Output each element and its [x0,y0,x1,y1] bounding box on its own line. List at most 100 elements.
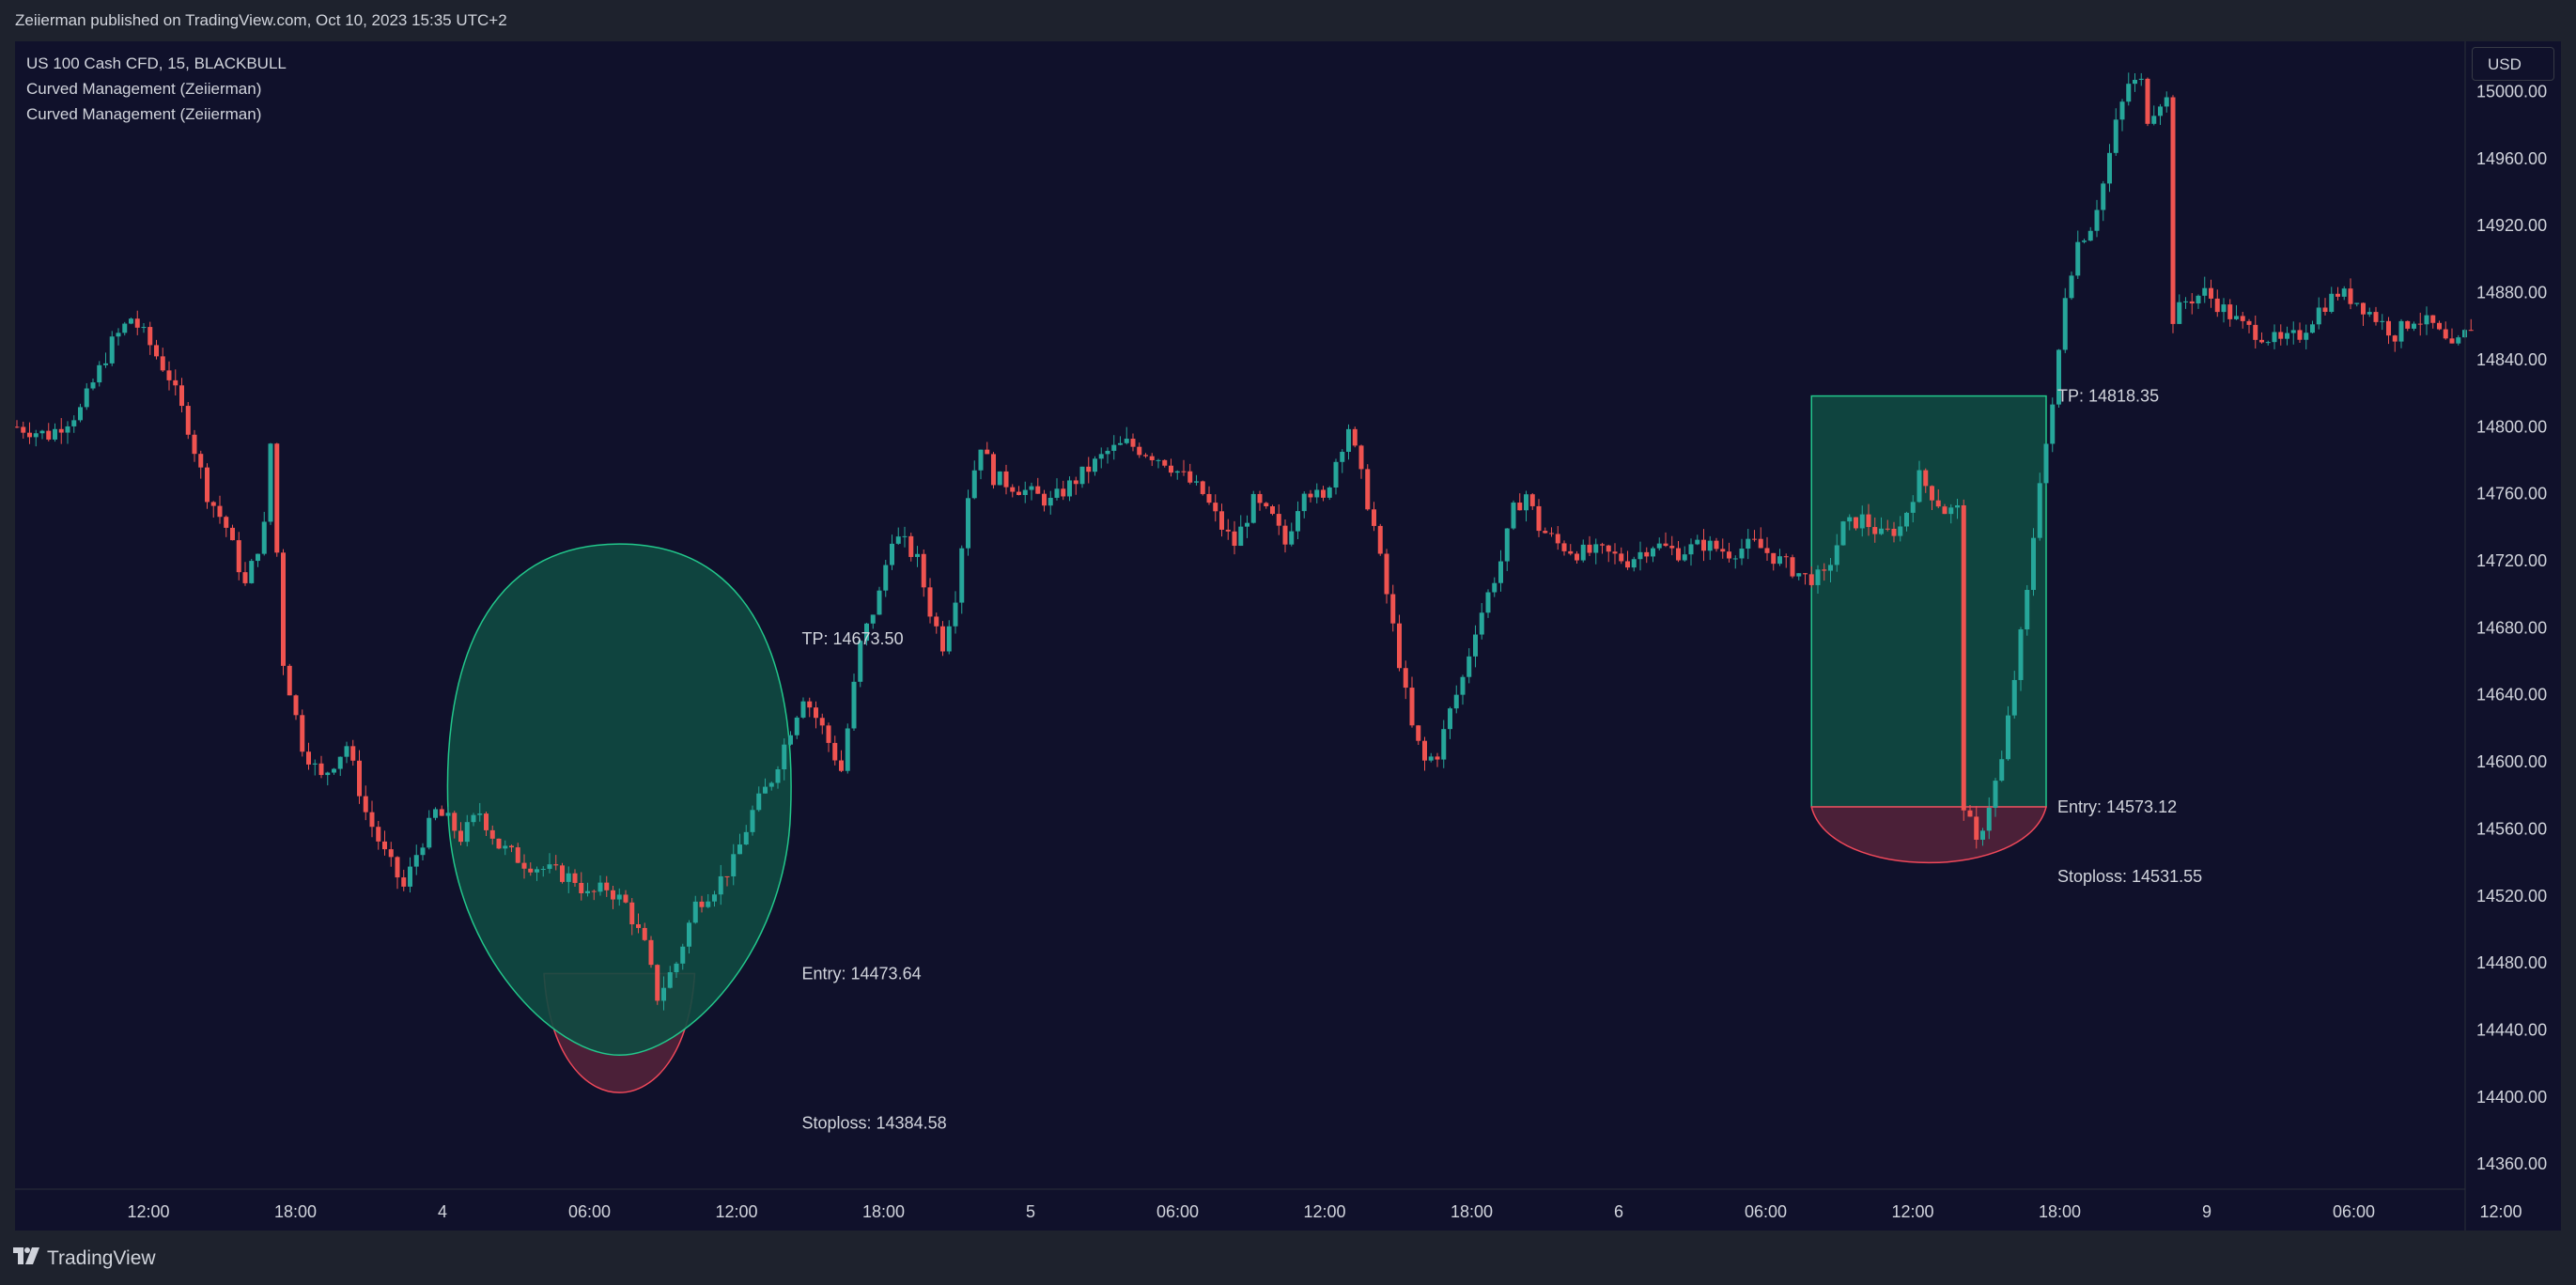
candle [1682,546,1687,562]
candle [756,786,762,813]
price-chart[interactable]: TP: 14673.50 Entry: 14473.64 Stoploss: 143… [15,41,2561,1231]
indicator-label[interactable]: Curved Management (Zeiierman) [26,105,262,123]
candle [1143,453,1148,458]
candle [864,622,869,646]
candle [484,812,489,836]
candle [1416,724,1421,746]
candle [2151,105,2157,126]
candle [1321,486,1326,502]
candle [287,663,292,696]
candle [2240,311,2245,329]
candle [1701,529,1706,562]
candle [293,694,299,720]
candle [1727,542,1731,563]
candle [1676,540,1681,563]
candle [382,830,387,856]
candle [2183,297,2188,309]
x-tick-label: 12:00 [1303,1202,1345,1221]
candle [65,421,70,444]
candle [1580,539,1586,563]
y-tick-label: 14520.00 [2476,887,2547,906]
candle [129,317,133,325]
candle [2373,306,2379,326]
candle [103,352,108,368]
candle [1187,463,1193,485]
candle [154,339,159,360]
x-tick-label: 4 [438,1202,447,1221]
candle [572,869,578,887]
candle [623,890,628,904]
candle [540,866,546,877]
candle [642,922,647,941]
candle [1079,466,1085,488]
candle [1967,804,1973,817]
candle [1904,511,1909,532]
candle [1206,486,1212,505]
candle [1974,806,1979,849]
candle [750,805,755,836]
candle [2417,312,2423,336]
candle [2062,287,2068,353]
y-tick-label: 14640.00 [2476,686,2547,704]
x-tick-label: 18:00 [862,1202,905,1221]
candle [1644,547,1650,564]
candle [1093,456,1097,476]
candle [1428,752,1434,763]
candle [217,495,223,524]
candle [1663,532,1668,548]
candle [2392,334,2398,352]
candle [1492,577,1497,597]
candle [775,766,781,789]
candle [147,321,153,355]
candle [1219,503,1224,537]
stoploss-label: Stoploss: 14531.55 [2057,867,2202,886]
candle [1549,527,1554,537]
candle [1688,538,1694,566]
candle [1340,449,1345,473]
x-tick-label: 06:00 [1156,1202,1199,1221]
candle [452,811,458,839]
y-tick-label: 14480.00 [2476,953,2547,972]
candle [1866,503,1871,536]
x-tick-label: 06:00 [1745,1202,1787,1221]
candle [1872,517,1878,543]
candle [1561,540,1567,556]
y-tick-label: 14720.00 [2476,551,2547,570]
chart-pane[interactable]: TP: 14673.50 Entry: 14473.64 Stoploss: 143… [15,41,2561,1231]
candle [445,806,451,817]
indicator-label[interactable]: Curved Management (Zeiierman) [26,80,262,98]
candle [1289,522,1295,547]
candle [97,361,102,387]
candle [1086,457,1092,484]
candle [2177,294,2182,324]
candle [1612,543,1618,565]
candle [2082,239,2087,244]
candle [1600,542,1605,554]
candle [109,331,115,366]
brand-name: TradingView [47,1247,156,1269]
candle [1942,503,1948,515]
candle [667,966,673,989]
candle [2145,77,2150,127]
y-tick-label: 14960.00 [2476,149,2547,168]
tradingview-brand[interactable]: TradingView [13,1247,156,1270]
candle [521,854,527,879]
candle [1651,546,1655,563]
candle [2278,324,2284,346]
candle [1923,468,1929,493]
zone-labels: TP: 14673.50 Entry: 14473.64 Stoploss: 143… [802,387,2203,1133]
candle [1930,485,1934,510]
candle [39,429,45,440]
candle [2209,279,2213,308]
candle [1403,660,1408,700]
candle [1232,520,1237,555]
candle [1061,480,1066,501]
symbol-title[interactable]: US 100 Cash CFD, 15, BLACKBULL [26,54,287,72]
candle [2214,289,2220,317]
candle [1854,517,1858,531]
candle [579,872,584,901]
axes [15,41,2466,1231]
candle [1169,458,1173,477]
candle [2437,320,2442,331]
currency-button[interactable]: USD [2472,47,2554,81]
